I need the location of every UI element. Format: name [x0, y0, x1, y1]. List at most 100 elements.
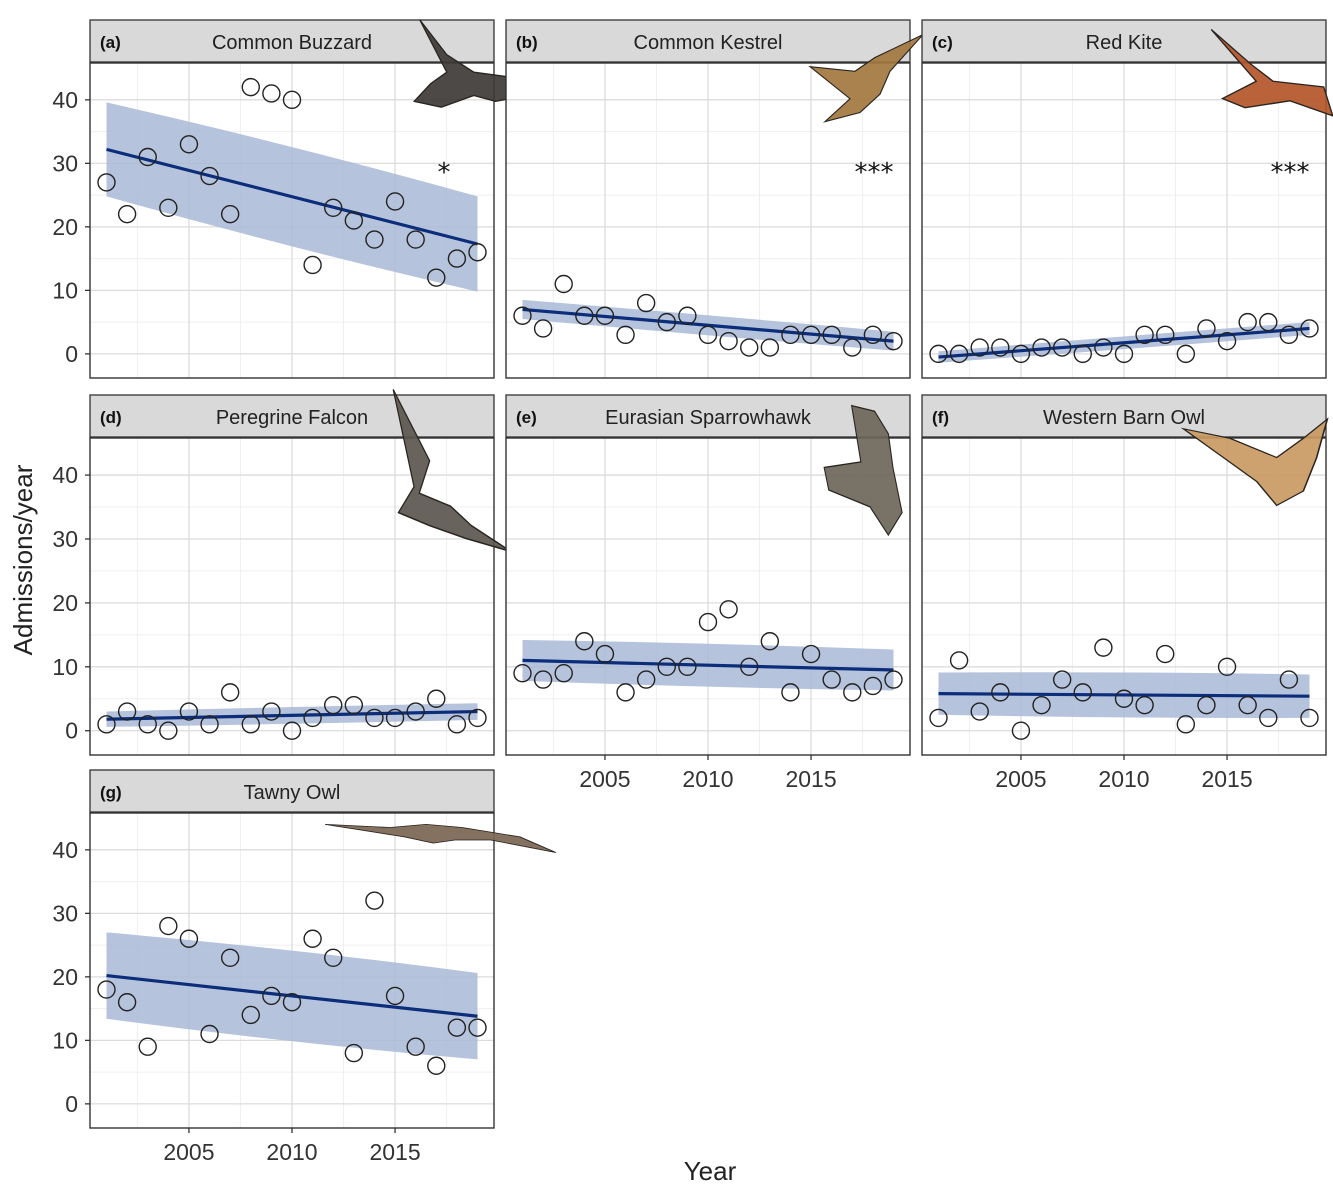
data-point	[740, 338, 759, 357]
y-tick-label: 20	[52, 214, 78, 240]
data-point	[344, 211, 364, 230]
data-point	[1052, 670, 1072, 689]
y-axis-title: Admissions/year	[8, 464, 38, 655]
data-point	[324, 695, 343, 715]
trend-line	[522, 658, 894, 672]
data-point	[616, 683, 635, 702]
data-point	[262, 702, 281, 721]
data-point	[282, 721, 302, 740]
data-point	[385, 708, 405, 728]
panel-common-kestrel: (b) Common Kestrel ***	[505, 19, 924, 379]
red-kite-photo	[1210, 28, 1333, 117]
data-point	[365, 230, 384, 249]
data-point	[97, 715, 116, 734]
data-point	[468, 1018, 487, 1037]
bird-silhouette	[324, 823, 557, 853]
facet-title: Eurasian Sparrowhawk	[605, 407, 812, 429]
data-point	[1114, 689, 1134, 708]
panel-border	[89, 62, 495, 379]
data-point	[863, 325, 883, 345]
x-tick-label: 2010	[682, 766, 733, 792]
data-point	[138, 715, 157, 734]
bird-silhouette	[823, 404, 903, 537]
panel-letter: (f)	[932, 408, 949, 427]
kestrel-photo	[808, 34, 924, 123]
panel-border	[505, 62, 911, 379]
data-point	[117, 702, 137, 721]
panel-red-kite: (c) Red Kite ***	[921, 19, 1333, 379]
y-tick-label: 40	[52, 837, 78, 863]
data-point	[427, 689, 446, 708]
panel-letter: (e)	[516, 408, 537, 427]
data-point	[513, 663, 532, 683]
barn-owl-photo	[1180, 417, 1329, 507]
bird-silhouette	[412, 19, 530, 108]
data-point	[241, 715, 260, 734]
data-point	[822, 325, 841, 345]
facet-strip	[89, 394, 495, 438]
data-point	[1094, 638, 1113, 657]
data-point	[949, 344, 969, 364]
data-point	[282, 90, 302, 110]
panel-eurasian-sparrowhawk: (e) Eurasian Sparrowhawk 2005 2010 2015	[505, 394, 911, 792]
y-tick-label: 30	[52, 150, 78, 176]
data-point	[200, 166, 219, 186]
data-point	[781, 325, 800, 345]
data-point	[365, 891, 384, 910]
data-point	[970, 702, 989, 721]
data-point	[220, 948, 240, 967]
trend-line	[522, 307, 894, 343]
x-tick-label: 2015	[785, 766, 836, 792]
data-point	[636, 293, 656, 313]
data-point	[678, 306, 697, 325]
data-point	[533, 319, 553, 338]
data-point	[1135, 325, 1154, 345]
data-point	[159, 198, 178, 217]
trend-line	[106, 973, 478, 1018]
data-point	[385, 192, 405, 211]
data-point	[884, 331, 903, 351]
data-point	[801, 325, 821, 345]
data-point	[1238, 312, 1257, 332]
data-point	[117, 993, 137, 1012]
data-point	[595, 644, 615, 664]
data-point	[657, 657, 676, 677]
y-tick-label: 30	[52, 900, 78, 926]
facet-strip	[89, 19, 495, 63]
y-tick-label: 0	[65, 1091, 78, 1117]
trend-line	[938, 692, 1310, 698]
bird-silhouette	[1210, 28, 1333, 117]
trend-line	[106, 709, 478, 721]
data-point	[324, 198, 343, 217]
facet-strip	[505, 394, 911, 438]
data-point	[1217, 331, 1237, 351]
facet-strip	[505, 19, 911, 63]
significance-label: *	[438, 158, 451, 188]
data-point	[179, 702, 199, 721]
data-point	[1135, 695, 1154, 715]
data-point	[179, 929, 199, 948]
trend-line	[938, 326, 1310, 359]
bird-silhouette	[1180, 417, 1329, 507]
data-point	[575, 306, 594, 325]
facet-strip	[921, 394, 1327, 438]
data-point	[719, 331, 738, 351]
data-point	[117, 204, 137, 224]
data-point	[991, 338, 1010, 357]
data-point	[760, 338, 780, 357]
y-tick-label: 40	[52, 87, 78, 113]
panel-letter: (c)	[932, 33, 953, 52]
y-tick-label: 0	[65, 341, 78, 367]
data-point	[365, 708, 384, 728]
data-point	[1073, 683, 1092, 702]
significance-label: ***	[855, 158, 894, 188]
data-point	[1011, 721, 1031, 740]
data-point	[636, 670, 656, 689]
data-point	[575, 632, 594, 651]
x-tick-label: 2015	[369, 1139, 420, 1165]
data-point	[159, 721, 178, 740]
data-point	[1197, 695, 1216, 715]
data-point	[740, 657, 759, 677]
x-tick-label: 2005	[163, 1139, 214, 1165]
